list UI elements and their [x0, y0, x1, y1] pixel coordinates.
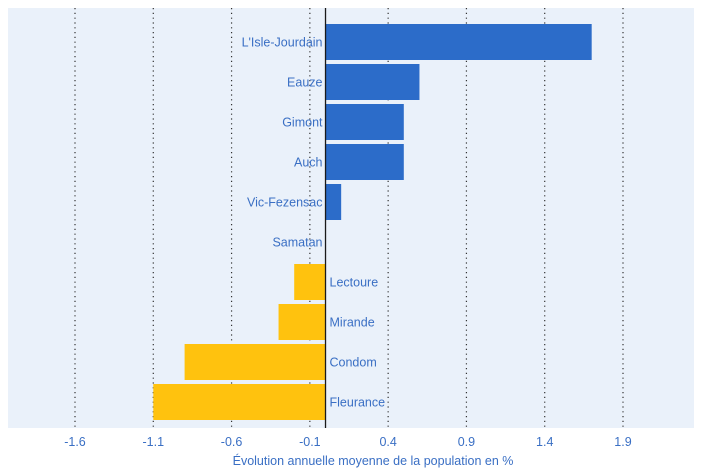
x-axis-title: Évolution annuelle moyenne de la populat…: [233, 453, 514, 468]
category-label: Vic-Fezensac: [247, 196, 323, 210]
bar: [153, 384, 326, 420]
category-label: Lectoure: [330, 276, 379, 290]
bar: [325, 64, 420, 100]
bar: [325, 24, 592, 60]
bars: [153, 24, 592, 420]
x-tick-label: -1.1: [143, 435, 165, 449]
category-label: Fleurance: [330, 396, 386, 410]
bar: [278, 304, 326, 340]
x-tick-label: -1.6: [64, 435, 86, 449]
category-label: Samatan: [272, 236, 322, 250]
bar: [184, 344, 326, 380]
bar: [325, 144, 404, 180]
x-tick-label: 0.9: [458, 435, 475, 449]
x-tick-label: 1.9: [614, 435, 631, 449]
category-label: Eauze: [287, 76, 322, 90]
category-labels: L'Isle-Jourdain Eauze Gimont Auch Vic-Fezens…: [242, 36, 386, 410]
category-label: Condom: [330, 356, 377, 370]
x-tick-label: -0.6: [221, 435, 243, 449]
x-tick-label: 0.4: [379, 435, 396, 449]
category-label: Mirande: [330, 316, 375, 330]
bar: [325, 104, 404, 140]
bar: [294, 264, 326, 300]
category-label: Auch: [294, 156, 323, 170]
x-tick-label: 1.4: [536, 435, 553, 449]
category-label: L'Isle-Jourdain: [242, 36, 323, 50]
category-label: Gimont: [282, 116, 323, 130]
x-tick-label: -0.1: [299, 435, 321, 449]
bar: [325, 184, 342, 220]
x-tick-labels: -1.6 -1.1 -0.6 -0.1 0.4 0.9 1.4 1.9: [64, 435, 632, 449]
